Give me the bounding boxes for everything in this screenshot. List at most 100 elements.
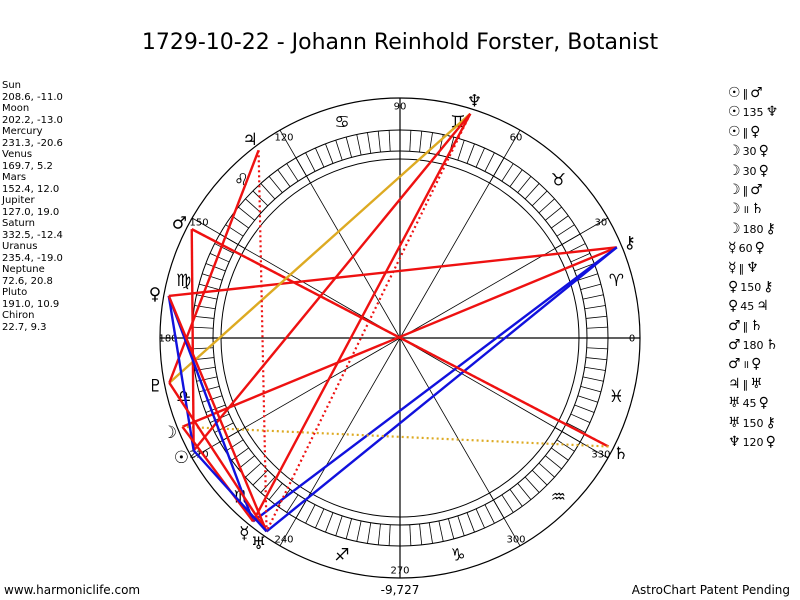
aspect-line (167, 295, 195, 451)
zodiac-sign-icon: ♎ (176, 387, 191, 407)
degree-tick (517, 176, 532, 193)
degree-tick (252, 469, 269, 486)
degree-tick (356, 520, 362, 542)
aspect-planet-b: ♀ (765, 434, 776, 451)
degree-tick (551, 215, 569, 229)
aspect-parallel-symbol: ‖ (742, 319, 749, 333)
aspect-planet-b: ♅ (750, 375, 763, 392)
degree-tick (225, 439, 244, 452)
planet-glyph-icon: ♆ (467, 91, 482, 111)
aspect-line (192, 449, 268, 533)
aspect-planet-b: ⚷ (765, 414, 776, 431)
degree-tick (305, 152, 316, 172)
degree-tick (570, 413, 591, 423)
aspect-angle: 30 (742, 164, 757, 178)
planet-name: Neptune (2, 264, 45, 275)
planet-name: Saturn (2, 218, 36, 229)
degree-tick (556, 224, 575, 237)
degree-tick (192, 326, 214, 329)
aspect-angle: 30 (742, 145, 757, 159)
aspect-angle: 135 (742, 106, 764, 120)
aspect-row: ☉ ‖ ♂ (728, 84, 800, 103)
aspect-line (167, 295, 268, 532)
degree-tick (335, 140, 343, 161)
planet-glyph-icon: ♃ (243, 130, 258, 150)
planet-glyph-icon: ♀ (149, 284, 161, 304)
house-spoke (399, 337, 609, 459)
degree-tick (245, 198, 262, 214)
planet-glyph-icon: ☽ (162, 423, 177, 443)
degree-tick (315, 147, 325, 168)
degree-ticks (192, 130, 608, 546)
degree-tick (586, 347, 608, 350)
degree-tick (409, 524, 412, 546)
degree-tick (345, 136, 352, 158)
aspect-planet-b: ♄ (750, 317, 763, 334)
aspect-planet-a: ♀ (728, 298, 739, 315)
zodiac-sign-icon: ♒ (551, 487, 566, 507)
degree-tick (214, 243, 234, 254)
degree-tick (260, 476, 276, 493)
degree-tick (377, 131, 381, 153)
aspect-planet-b: ♆ (746, 259, 759, 276)
zodiac-sign-icon: ♋ (334, 113, 349, 133)
aspect-line (265, 246, 618, 533)
degree-label: 30 (595, 218, 608, 229)
degree-tick (325, 512, 334, 533)
aspect-planet-a: ☽ (728, 201, 741, 218)
degree-tick (409, 130, 412, 152)
website-link[interactable]: www.harmoniclife.com (4, 583, 141, 597)
degree-tick (517, 483, 532, 500)
aspect-line (168, 382, 268, 533)
aspect-planet-b: ♂ (750, 181, 763, 198)
planet-glyph-icon: ♄ (613, 444, 628, 464)
aspect-planet-a: ☽ (728, 181, 741, 198)
aspect-line (168, 149, 260, 384)
chart-title: 1729-10-22 - Johann Reinhold Forster, Bo… (141, 30, 659, 55)
aspect-planet-a: ♂ (728, 317, 741, 334)
aspect-parallel-symbol: ॥ (742, 203, 750, 217)
planet-markers: ☉ ☽ ☿ ♀ ♂ ♃ ♄ ♅ ♆ ♇ ⚷ (148, 91, 636, 554)
aspect-parallel-symbol: ‖ (738, 261, 745, 275)
aspect-planet-b: ♃ (756, 298, 769, 315)
aspect-planet-a: ♂ (728, 356, 741, 373)
aspect-row: ☽ ॥ ♄ (728, 200, 800, 219)
degree-label: 330 (591, 450, 610, 461)
aspect-planet-b: ♂ (750, 85, 763, 101)
degree-tick (484, 504, 495, 524)
degree-tick (260, 183, 276, 200)
degree-labels: 0306090120150180210240270300330 (158, 102, 635, 577)
degree-tick (448, 518, 455, 540)
degree-tick (577, 273, 598, 281)
degree-tick (377, 523, 381, 545)
aspect-row: ☽ 30 ♀ (728, 142, 800, 161)
degree-tick (196, 294, 218, 300)
aspect-planet-a: ♅ (728, 414, 741, 431)
planet-name: Venus (2, 149, 33, 160)
patent-notice: AstroChart Patent Pending (631, 583, 790, 597)
aspect-row: ♀ 45 ♃ (728, 297, 800, 316)
degree-tick (345, 518, 352, 540)
planet-position: 127.0, 19.0 (2, 206, 60, 218)
degree-label: 90 (394, 102, 407, 113)
degree-tick (335, 515, 343, 536)
degree-tick (475, 508, 485, 529)
degree-tick (428, 522, 433, 544)
aspect-angle: 60 (738, 242, 753, 256)
degree-tick (582, 376, 604, 382)
house-spoke (279, 337, 401, 547)
aspect-planet-b: ♄ (751, 201, 764, 218)
planet-glyph-icon: ⚷ (623, 233, 635, 253)
degree-tick (484, 152, 495, 172)
planet-position: 191.0, 10.9 (2, 298, 60, 310)
degree-tick (538, 198, 555, 214)
aspect-row: ☉ 135 ♆ (728, 103, 800, 122)
aspect-angle: 180 (742, 339, 764, 353)
aspect-parallel-symbol: ‖ (742, 87, 749, 100)
aspect-row: ♅ 150 ⚷ (728, 414, 800, 433)
degree-tick (268, 176, 283, 193)
degree-label: 300 (506, 534, 525, 545)
planet-position-list: Sun 208.6, -11.0 Moon 202.2, -13.0 Mercury 23… (2, 80, 63, 333)
planet-position: 332.5, -12.4 (2, 229, 63, 241)
degree-tick (277, 169, 291, 187)
